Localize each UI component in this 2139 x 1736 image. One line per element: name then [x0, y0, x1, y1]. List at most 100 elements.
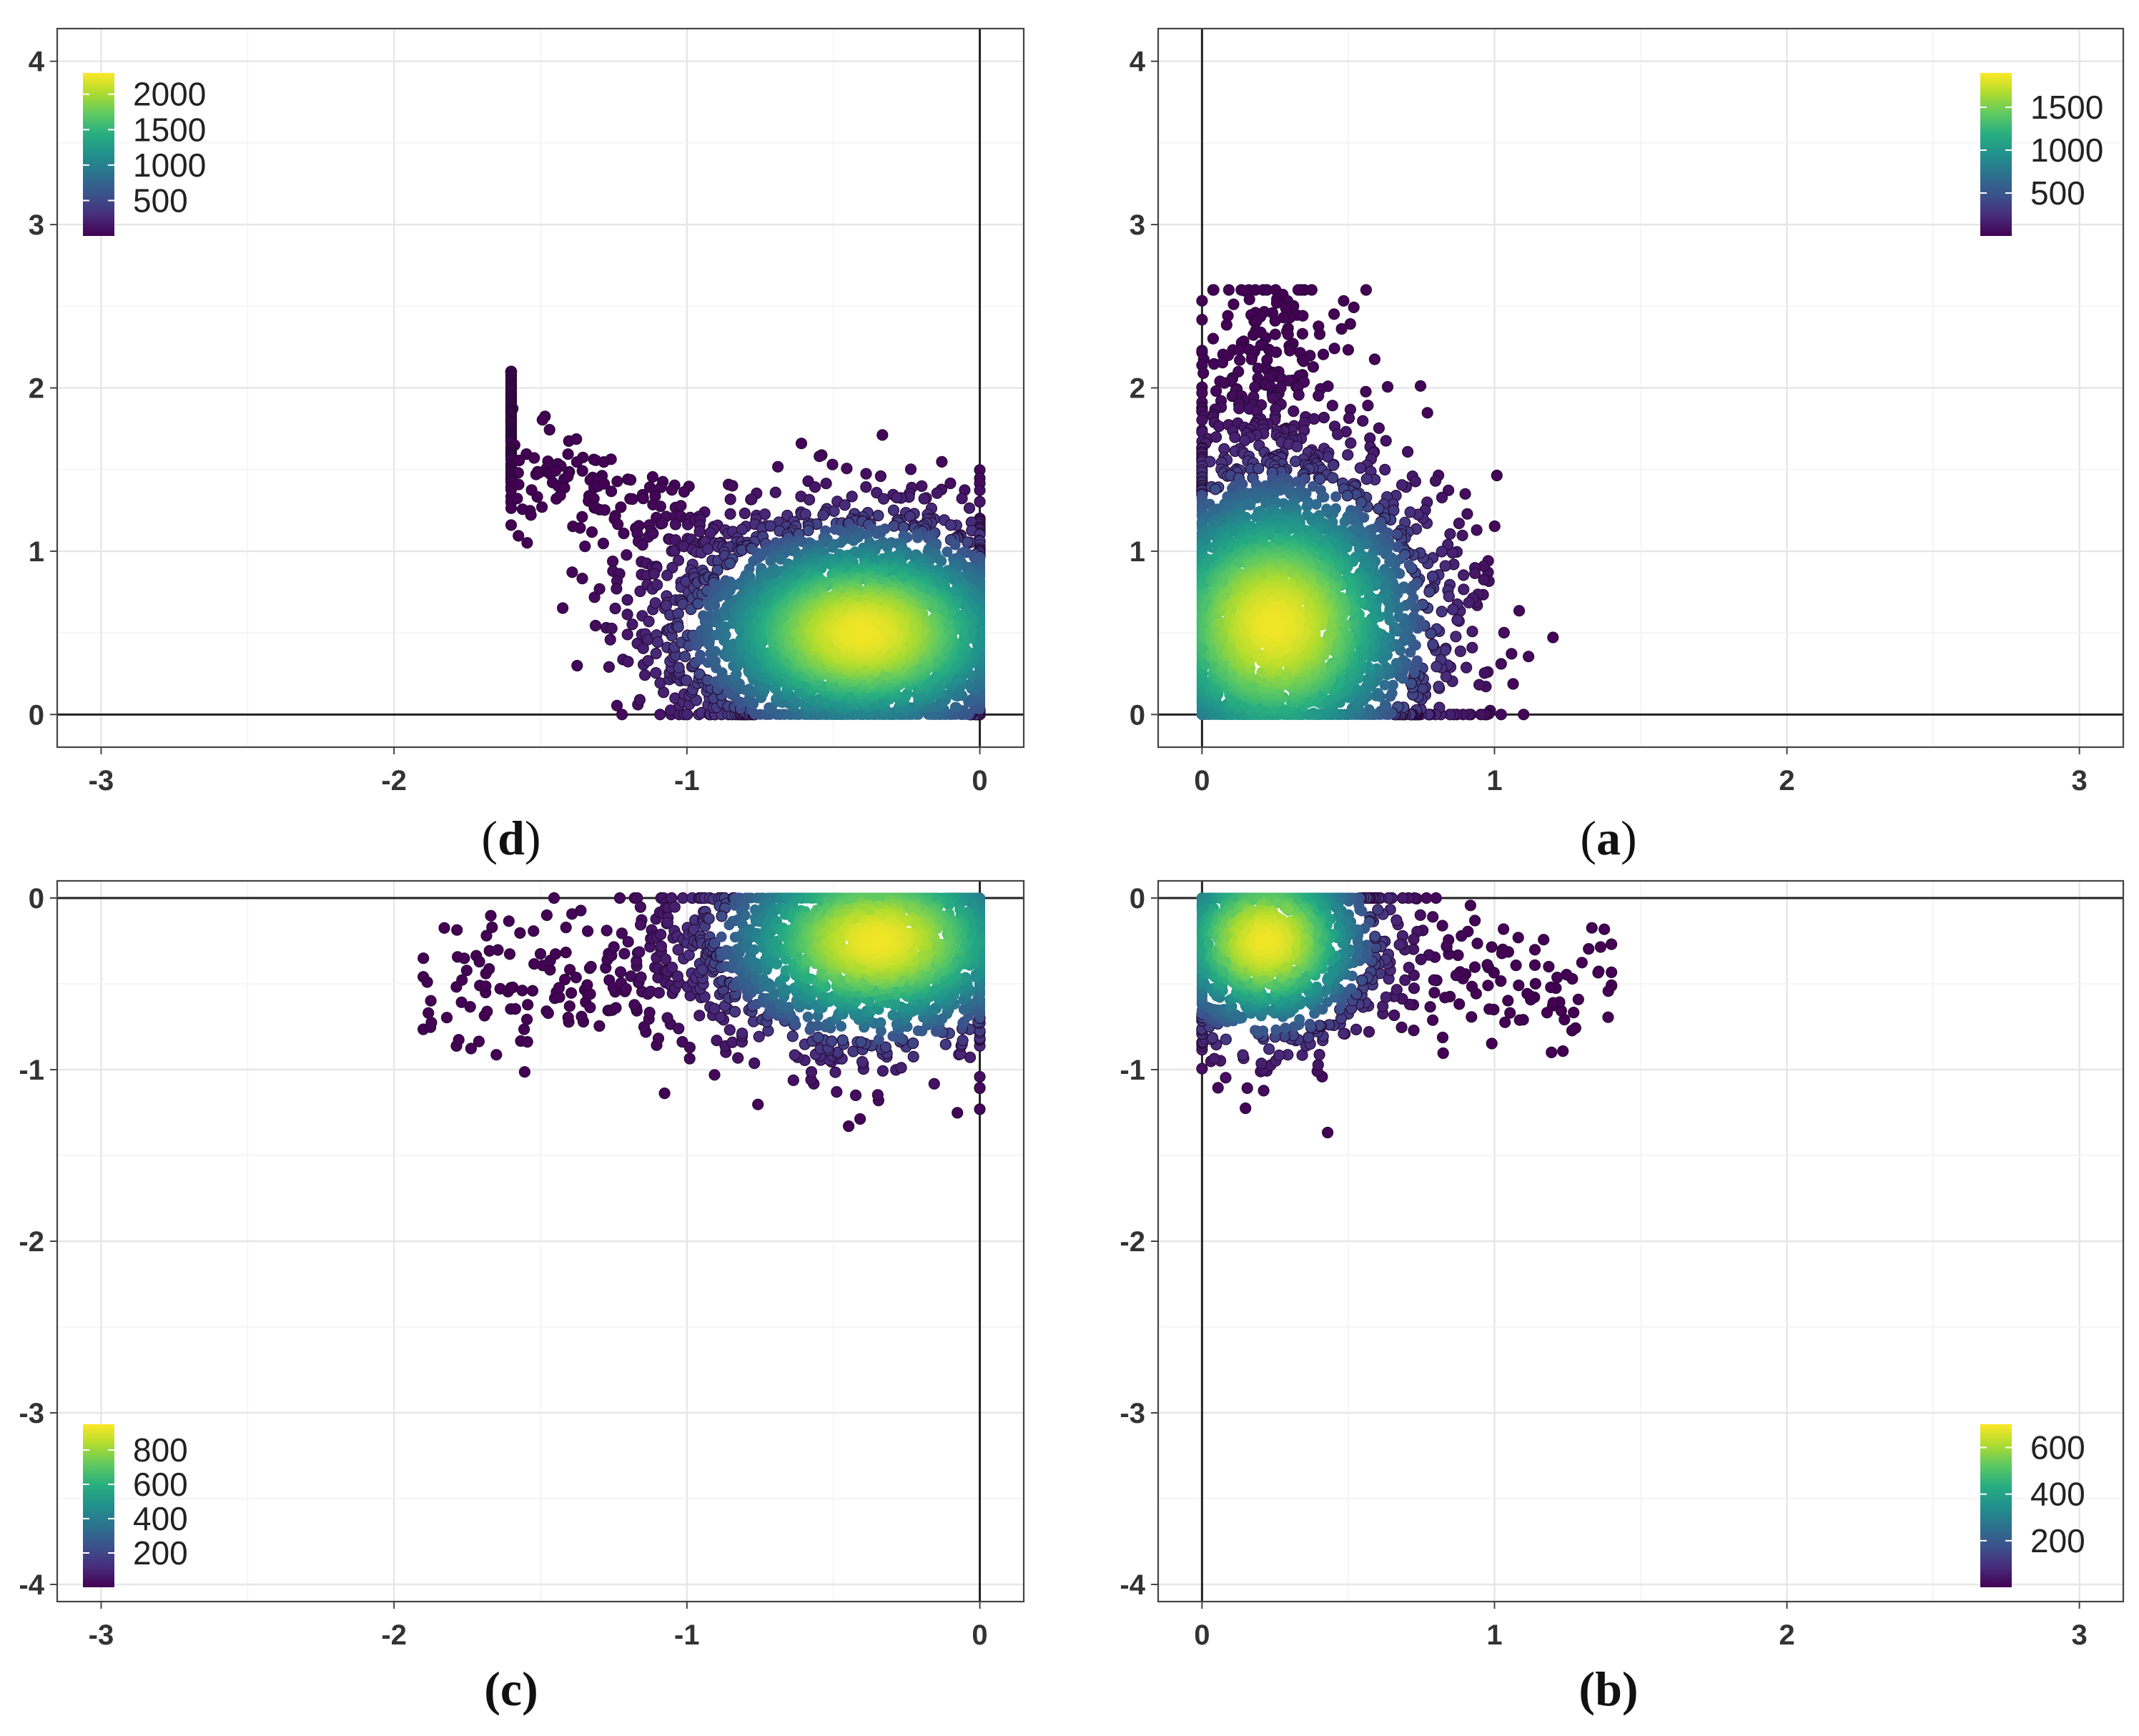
scatter-point-a: [1404, 506, 1416, 518]
scatter-point-d: [771, 460, 784, 473]
scatter-point-a: [1409, 475, 1422, 488]
scatter-point-a: [1338, 295, 1350, 307]
scatter-point-a: [1292, 284, 1305, 296]
scatter-point-d: [611, 475, 623, 488]
scatter-point-d: [651, 636, 664, 648]
scatter-point-d: [642, 655, 654, 667]
scatter-point-d: [826, 458, 839, 470]
scatter-point-d: [579, 540, 591, 553]
scatter-point-d: [543, 423, 555, 436]
scatter-point-d: [511, 493, 523, 505]
scatter-point-a: [1379, 679, 1390, 691]
scatter-point-a: [1506, 648, 1518, 660]
scatter-point-a: [1395, 479, 1408, 491]
scatter-point-d: [661, 569, 673, 581]
scatter-point-a: [1245, 353, 1258, 365]
scatter-point-d: [974, 484, 986, 496]
scatter-point-d: [710, 646, 721, 657]
scatter-point-a: [1443, 591, 1455, 603]
scatter-point-d: [839, 499, 851, 511]
scatter-point-d: [746, 493, 758, 505]
y-tick-label-d: 2: [29, 373, 44, 405]
x-tick-label-d: 0: [972, 765, 987, 797]
scatter-point-d: [963, 502, 976, 514]
scatter-point-a: [1453, 517, 1466, 530]
scatter-point-a: [1270, 346, 1283, 358]
scatter-point-d: [949, 539, 961, 551]
scatter-point-a: [1218, 377, 1230, 389]
scatter-point-a: [1421, 407, 1433, 419]
scatter-point-d: [654, 500, 667, 513]
scatter-point-a: [1245, 499, 1256, 511]
scatter-point-d: [576, 572, 588, 585]
scatter-point-a: [1471, 524, 1483, 536]
scatter-point-d: [904, 463, 917, 475]
scatter-point-d: [723, 557, 736, 570]
scatter-point-a: [1197, 367, 1210, 380]
scatter-point-a: [1454, 645, 1466, 658]
scatter-point-d: [669, 518, 682, 531]
scatter-point-d: [603, 661, 616, 674]
scatter-point-d: [513, 454, 525, 467]
scatter-point-a: [1342, 449, 1354, 461]
scatter-point-d: [606, 622, 618, 635]
scatter-point-d: [647, 527, 659, 540]
scatter-point-d: [871, 528, 883, 539]
scatter-point-d: [666, 484, 678, 496]
scatter-point-a: [1495, 658, 1507, 670]
scatter-point-d: [562, 448, 574, 460]
scatter-point-d: [556, 602, 569, 614]
scatter-point-a: [1461, 508, 1473, 520]
scatter-point-a: [1252, 363, 1264, 375]
scatter-point-a: [1216, 357, 1229, 369]
scatter-point-a: [1210, 431, 1222, 443]
scatter-point-d: [692, 598, 704, 610]
scatter-point-a: [1357, 415, 1369, 427]
scatter-point-d: [648, 568, 661, 580]
scatter-point-a: [1331, 428, 1344, 440]
scatter-point-a: [1373, 503, 1385, 515]
scatter-point-d: [621, 549, 633, 561]
scatter-point-a: [1196, 414, 1208, 426]
scatter-point-a: [1488, 520, 1501, 533]
scatter-point-d: [724, 493, 736, 505]
scatter-point-d: [876, 429, 889, 441]
scatter-point-a: [1478, 667, 1491, 679]
scatter-point-a: [1498, 626, 1510, 639]
scatter-point-d: [615, 501, 627, 513]
scatter-point-d: [604, 633, 616, 646]
scatter-point-a: [1427, 638, 1439, 651]
scatter-point-a: [1209, 483, 1222, 495]
scatter-point-a: [1360, 284, 1373, 296]
scatter-point-d: [962, 536, 974, 548]
scatter-point-d: [944, 477, 957, 490]
scatter-point-d: [651, 578, 663, 591]
scatter-point-d: [616, 709, 628, 721]
scatter-point-a: [1233, 403, 1245, 415]
x-tick-label-d: -1: [674, 765, 700, 797]
scatter-point-d: [681, 674, 693, 686]
scatter-point-d: [857, 626, 869, 638]
y-tick-label-d: 1: [29, 536, 44, 568]
scatter-point-d: [673, 661, 685, 674]
scatter-point-a: [1196, 314, 1208, 326]
scatter-point-d: [513, 530, 525, 542]
scatter-point-a: [1210, 385, 1222, 398]
scatter-point-a: [1447, 603, 1459, 616]
scatter-point-a: [1391, 528, 1403, 541]
scatter-point-a: [1436, 491, 1448, 504]
colorbar-label-d: 500: [133, 182, 188, 219]
scatter-point-d: [738, 507, 751, 520]
scatter-point-a: [1380, 435, 1392, 447]
scatter-point-a: [1293, 389, 1305, 401]
scatter-point-a: [1327, 459, 1340, 471]
scatter-point-a: [1291, 440, 1303, 453]
scatter-point-d: [535, 501, 548, 513]
scatter-point-a: [1233, 343, 1245, 356]
scatter-point-a: [1473, 679, 1486, 691]
scatter-point-d: [872, 509, 884, 522]
scatter-point-d: [891, 491, 903, 504]
scatter-point-a: [1456, 529, 1468, 541]
scatter-point-a: [1318, 411, 1330, 424]
